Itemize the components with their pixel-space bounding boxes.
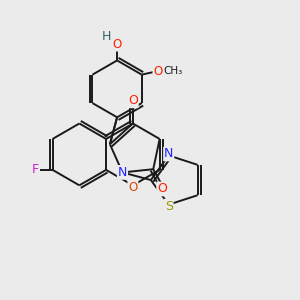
Text: H: H: [102, 30, 112, 44]
Text: O: O: [128, 181, 137, 194]
Text: N: N: [164, 148, 173, 160]
Text: O: O: [128, 94, 138, 107]
Text: N: N: [118, 166, 127, 179]
Text: CH₃: CH₃: [164, 65, 183, 76]
Text: F: F: [31, 164, 38, 176]
Text: O: O: [157, 182, 167, 195]
Text: O: O: [112, 38, 122, 51]
Text: S: S: [165, 200, 173, 213]
Text: O: O: [153, 65, 163, 78]
